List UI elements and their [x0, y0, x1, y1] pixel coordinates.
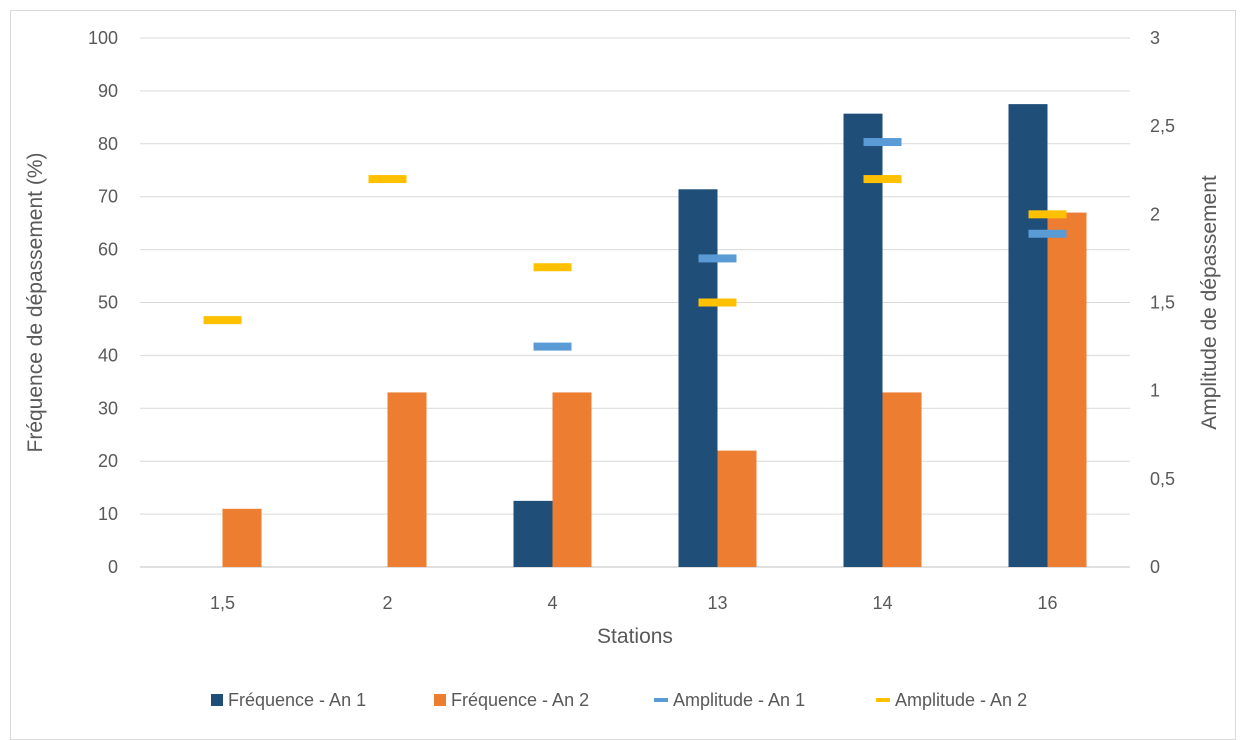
bar — [387, 392, 427, 567]
y2-tick-label: 2 — [1150, 204, 1160, 224]
legend-swatch — [211, 694, 223, 706]
legend-swatch — [876, 698, 890, 702]
right-axis-title: Amplitude de dépassement — [1198, 175, 1221, 430]
gridlines — [140, 37, 1130, 568]
y-tick-label: 20 — [98, 451, 118, 471]
amplitude-marker — [533, 342, 572, 351]
y-tick-label: 70 — [98, 187, 118, 207]
y-tick-label: 50 — [98, 293, 118, 313]
bar — [1008, 104, 1048, 567]
amplitude-marker — [1028, 210, 1067, 219]
bar — [882, 392, 922, 567]
y-tick-label: 100 — [88, 28, 118, 48]
legend-label: Amplitude - An 2 — [895, 690, 1027, 710]
x-axis-ticks: 1,5 2 4 13 14 16 — [210, 593, 1058, 613]
y2-tick-label: 2,5 — [1150, 116, 1175, 136]
amplitude-marker — [863, 175, 902, 184]
x-tick-label: 1,5 — [210, 593, 235, 613]
amplitude-marker — [698, 254, 737, 263]
left-axis-title: Fréquence de dépassement (%) — [24, 153, 47, 453]
x-tick-label: 14 — [872, 593, 892, 613]
legend-label: Fréquence - An 1 — [228, 690, 366, 710]
legend-label: Fréquence - An 2 — [451, 690, 589, 710]
right-axis-ticks: 0 0,5 1 1,5 2 2,5 3 — [1150, 28, 1175, 577]
bar — [1047, 212, 1087, 567]
amplitude-marker — [203, 316, 242, 325]
y-tick-label: 30 — [98, 398, 118, 418]
y-tick-label: 60 — [98, 240, 118, 260]
bar — [678, 189, 718, 567]
y-tick-label: 90 — [98, 81, 118, 101]
bar — [552, 392, 592, 567]
legend-label: Amplitude - An 1 — [673, 690, 805, 710]
bar — [513, 500, 553, 567]
legend: Fréquence - An 1 Fréquence - An 2 Amplitud… — [211, 690, 1027, 710]
amplitude-marker — [368, 175, 407, 184]
amplitude-marker — [1028, 229, 1067, 238]
bar-series — [222, 104, 1087, 567]
y2-tick-label: 0,5 — [1150, 469, 1175, 489]
y2-tick-label: 1,5 — [1150, 293, 1175, 313]
legend-swatch — [654, 698, 668, 702]
amplitude-markers — [203, 138, 1067, 351]
bar — [717, 450, 757, 567]
amplitude-marker — [698, 298, 737, 307]
left-axis-ticks: 0 10 20 30 40 50 60 70 80 90 100 — [88, 28, 118, 577]
bar — [843, 113, 883, 567]
bar — [222, 508, 262, 567]
x-tick-label: 2 — [382, 593, 392, 613]
legend-swatch — [434, 694, 446, 706]
x-tick-label: 13 — [707, 593, 727, 613]
y-tick-label: 40 — [98, 345, 118, 365]
x-tick-label: 16 — [1037, 593, 1057, 613]
y2-tick-label: 1 — [1150, 381, 1160, 401]
y-tick-label: 80 — [98, 134, 118, 154]
amplitude-marker — [533, 263, 572, 272]
y-tick-label: 0 — [108, 557, 118, 577]
x-axis-title: Stations — [597, 625, 673, 648]
y2-tick-label: 0 — [1150, 557, 1160, 577]
x-tick-label: 4 — [547, 593, 557, 613]
y-tick-label: 10 — [98, 504, 118, 524]
amplitude-marker — [863, 138, 902, 147]
y2-tick-label: 3 — [1150, 28, 1160, 48]
